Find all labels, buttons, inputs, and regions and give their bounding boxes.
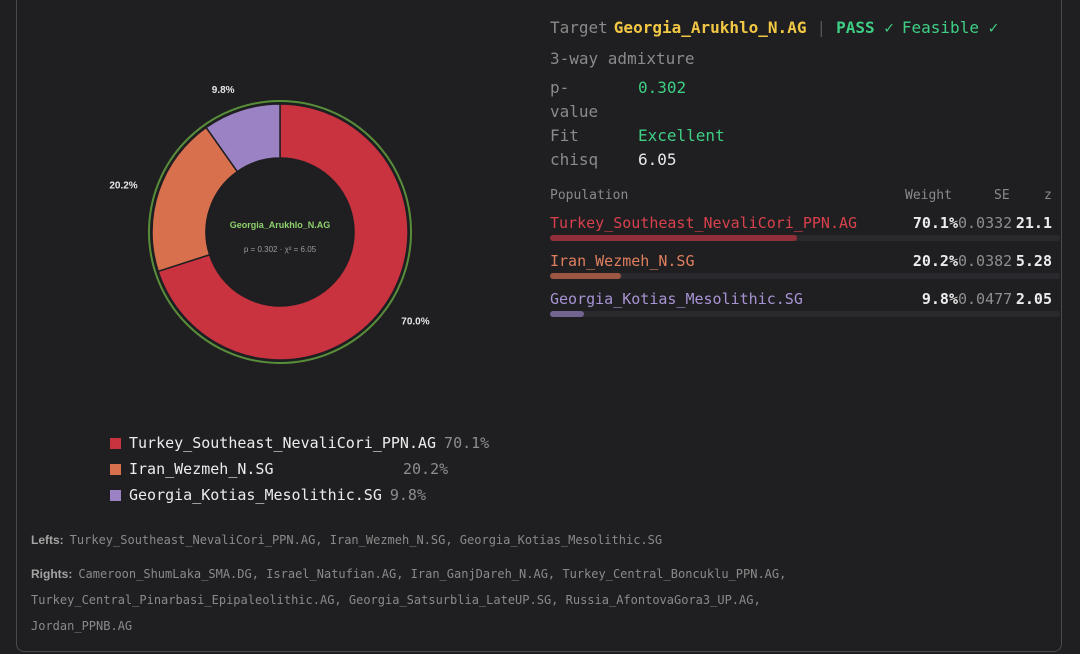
feasible-badge: Feasible ✓ <box>901 18 999 37</box>
table-row: Georgia_Kotias_Mesolithic.SG 9.8% 0.0477… <box>550 290 1060 328</box>
legend-item[interactable]: Turkey_Southeast_NevaliCori_PPN.AG 70.1% <box>110 430 489 456</box>
result-header: Target Georgia_Arukhlo_N.AG | PASS ✓ Fea… <box>550 18 1060 37</box>
header-separator: | <box>816 18 827 37</box>
z-value: 5.28 <box>1015 252 1052 270</box>
population-name: Georgia_Kotias_Mesolithic.SG <box>550 290 803 308</box>
col-header-population: Population <box>550 188 629 203</box>
center-subtitle: p = 0.302 · χ² = 6.05 <box>244 245 317 254</box>
z-value: 21.1 <box>1015 214 1052 232</box>
legend-percent: 9.8% <box>389 486 426 504</box>
lefts-list: Turkey_Southeast_NevaliCori_PPN.AG, Iran… <box>69 533 663 547</box>
se-value: 0.0332 <box>958 214 1013 232</box>
center-title: Georgia_Arukhlo_N.AG <box>230 220 331 230</box>
weight-bar <box>550 235 797 241</box>
weight-bar <box>550 311 585 317</box>
population-name: Iran_Wezmeh_N.SG <box>550 252 695 270</box>
lefts-label: Lefts: <box>31 533 64 547</box>
weight-value: 20.2% <box>912 252 958 270</box>
col-header-weight: Weight <box>905 188 952 203</box>
chart-outer-ring <box>148 100 412 364</box>
col-header-se: SE <box>994 188 1010 203</box>
pvalue-label: p- value <box>550 76 638 124</box>
legend-swatch <box>110 437 121 449</box>
weight-value: 70.1% <box>912 214 958 232</box>
legend-name: Georgia_Kotias_Mesolithic.SG <box>129 486 382 504</box>
results-card <box>16 0 1062 652</box>
slice-label: 70.0% <box>401 316 429 327</box>
rights-block: Rights: Cameroon_ShumLaka_SMA.DG, Israel_… <box>31 561 786 639</box>
model-description: 3-way admixture <box>550 49 695 68</box>
fit-value: Excellent <box>638 126 725 145</box>
weights-table: Population Weight SE z Turkey_Southeast_… <box>550 188 1060 328</box>
admixture-donut-chart: 70.0% 20.2% 9.8% Georgia_Arukhlo_N.AGp = 0.… <box>109 85 430 364</box>
chart-legend: Turkey_Southeast_NevaliCori_PPN.AG 70.1%… <box>110 430 489 508</box>
rights-list-line1: Cameroon_ShumLaka_SMA.DG, Israel_Natufia… <box>78 567 787 581</box>
legend-percent: 70.1% <box>444 434 490 452</box>
target-name: Georgia_Arukhlo_N.AG <box>613 18 807 37</box>
weight-track <box>550 311 1060 317</box>
chisq-label: chisq <box>550 150 599 169</box>
legend-swatch <box>110 489 121 501</box>
target-label: Target <box>550 18 608 37</box>
population-name: Turkey_Southeast_NevaliCori_PPN.AG <box>550 214 858 232</box>
table-row: Iran_Wezmeh_N.SG 20.2% 0.0382 5.28 <box>550 252 1060 290</box>
weight-value: 9.8% <box>921 290 958 308</box>
pvalue-value: 0.302 <box>638 78 687 97</box>
slice-label: 9.8% <box>212 85 235 96</box>
weight-track <box>550 235 1060 241</box>
pass-badge: PASS ✓ <box>836 18 894 37</box>
rights-list-line3: Jordan_PPNB.AG <box>31 619 133 633</box>
pvalue-label-line1: p- <box>550 78 570 97</box>
rights-list-line2: Turkey_Central_Pinarbasi_Epipaleolithic.… <box>31 593 761 607</box>
donut-slice[interactable] <box>205 103 281 173</box>
legend-percent: 20.2% <box>403 460 449 478</box>
legend-item[interactable]: Georgia_Kotias_Mesolithic.SG 9.8% <box>110 482 489 508</box>
legend-swatch <box>110 463 121 475</box>
z-value: 2.05 <box>1015 290 1052 308</box>
se-value: 0.0382 <box>958 252 1013 270</box>
legend-name: Iran_Wezmeh_N.SG <box>129 460 274 478</box>
table-row: Turkey_Southeast_NevaliCori_PPN.AG 70.1%… <box>550 214 1060 252</box>
pvalue-label-line2: value <box>550 102 599 121</box>
legend-item[interactable]: Iran_Wezmeh_N.SG 20.2% <box>110 456 489 482</box>
donut-hole <box>207 159 353 305</box>
chisq-value: 6.05 <box>638 150 677 169</box>
slice-label: 20.2% <box>109 181 137 192</box>
donut-slice[interactable] <box>157 103 409 361</box>
lefts-line: Lefts: Turkey_Southeast_NevaliCori_PPN.AG… <box>31 527 662 553</box>
fit-label: Fit <box>550 126 579 145</box>
se-value: 0.0477 <box>958 290 1013 308</box>
results-panel: Target Georgia_Arukhlo_N.AG | PASS ✓ Fea… <box>550 18 1060 328</box>
stats-grid: p- value 0.302 Fit Excellent chisq 6.05 <box>550 76 1060 172</box>
col-header-z: z <box>1044 188 1052 203</box>
weight-bar <box>550 273 622 279</box>
legend-name: Turkey_Southeast_NevaliCori_PPN.AG <box>129 434 437 452</box>
weight-track <box>550 273 1060 279</box>
rights-label: Rights: <box>31 567 73 581</box>
